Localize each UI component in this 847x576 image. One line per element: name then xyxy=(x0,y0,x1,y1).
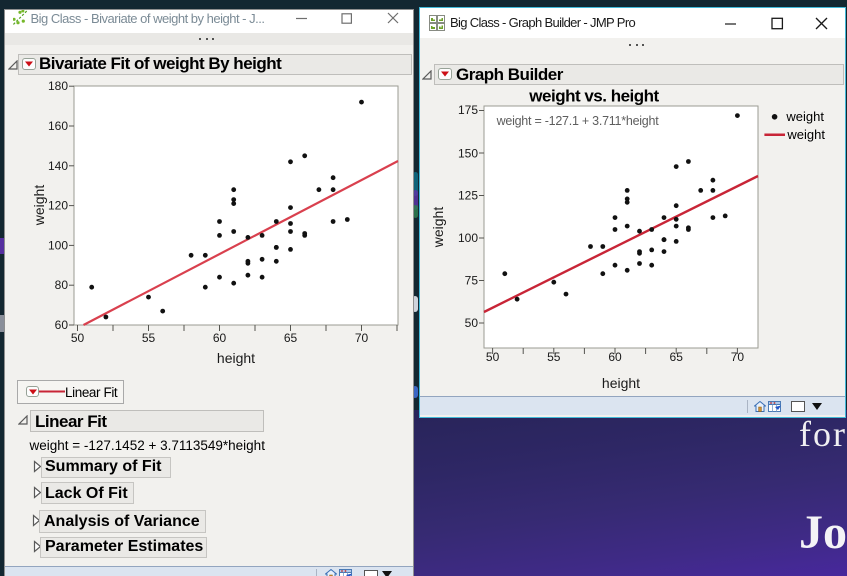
svg-text:70: 70 xyxy=(731,350,745,364)
svg-text:weight: weight xyxy=(430,207,446,249)
svg-text:125: 125 xyxy=(458,189,478,203)
svg-text:150: 150 xyxy=(458,146,478,160)
svg-text:160: 160 xyxy=(48,119,68,133)
svg-text:120: 120 xyxy=(48,199,68,213)
svg-text:height: height xyxy=(602,375,640,391)
svg-text:65: 65 xyxy=(284,331,298,345)
svg-text:65: 65 xyxy=(670,350,684,364)
svg-text:50: 50 xyxy=(465,316,479,330)
svg-text:50: 50 xyxy=(71,331,85,345)
svg-text:55: 55 xyxy=(547,350,561,364)
svg-text:175: 175 xyxy=(458,103,478,117)
svg-text:70: 70 xyxy=(355,331,369,345)
svg-text:75: 75 xyxy=(465,274,479,288)
svg-text:weight = -127.1 + 3.711*height: weight = -127.1 + 3.711*height xyxy=(496,114,660,128)
svg-text:55: 55 xyxy=(142,331,156,345)
svg-text:100: 100 xyxy=(48,238,68,252)
svg-text:180: 180 xyxy=(48,79,68,93)
svg-text:weight: weight xyxy=(31,185,47,227)
svg-text:60: 60 xyxy=(55,318,69,332)
svg-text:weight vs. height: weight vs. height xyxy=(528,87,659,106)
svg-text:60: 60 xyxy=(608,350,622,364)
svg-text:weight: weight xyxy=(786,127,825,142)
svg-text:weight: weight xyxy=(785,109,824,124)
svg-text:50: 50 xyxy=(486,350,500,364)
svg-text:100: 100 xyxy=(458,231,478,245)
svg-text:height: height xyxy=(217,350,255,366)
svg-text:80: 80 xyxy=(55,278,69,292)
svg-text:140: 140 xyxy=(48,159,68,173)
svg-text:60: 60 xyxy=(213,331,227,345)
